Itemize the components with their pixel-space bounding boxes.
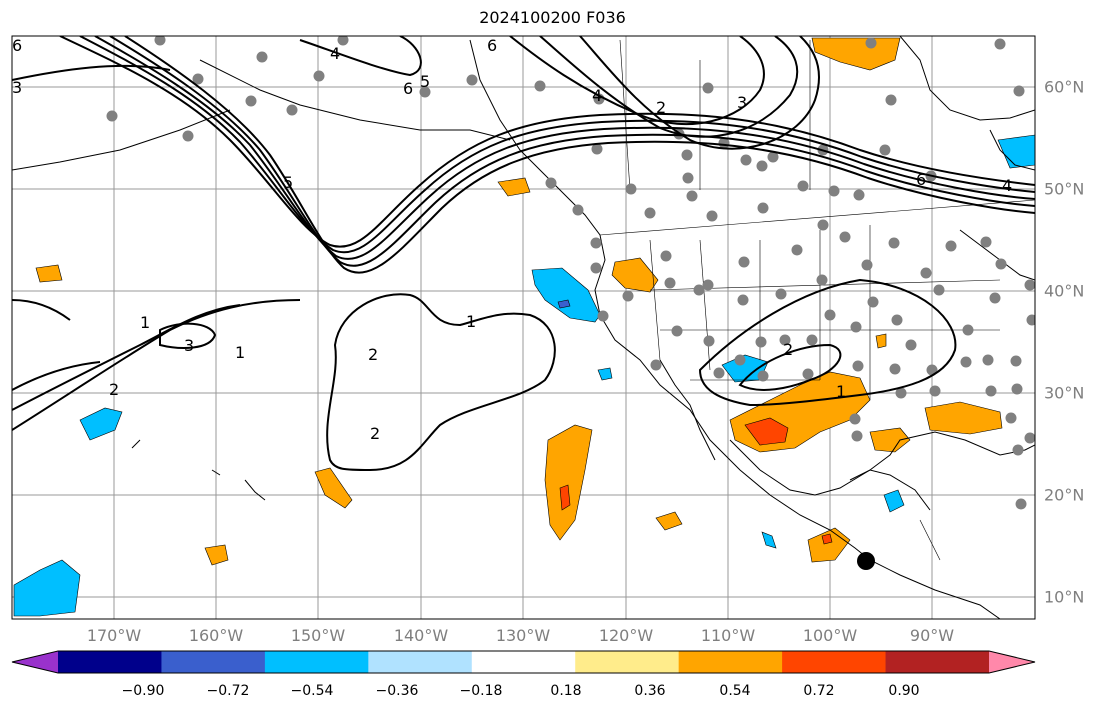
orange-patch-texas-small (875, 333, 887, 349)
map-title: 2024100200 F036 (479, 8, 626, 27)
colorbar-tick-label: 0.72 (803, 683, 835, 699)
lat-label: 10°N (1044, 587, 1085, 607)
lon-label: 120°W (598, 626, 654, 645)
lon-label: 130°W (495, 626, 551, 645)
orange-patch-alaska-north (811, 37, 901, 71)
contour-label: 2 (656, 98, 667, 117)
blue-patch-california (531, 267, 601, 323)
colorbar-tick-label: −0.18 (459, 683, 503, 699)
contour-label: 2 (370, 424, 381, 443)
lon-label: 170°W (86, 626, 142, 645)
colorbar-tick-label: −0.90 (121, 683, 165, 699)
colorbar-tick-label: −0.36 (375, 683, 419, 699)
colorbar (11, 650, 1036, 674)
colorbar-segment (575, 651, 680, 673)
contour-label: 2 (368, 345, 379, 364)
colorbar-tick-label: 0.90 (888, 683, 920, 699)
orange-patch-small-hawaii (204, 544, 229, 566)
orange-patch-south-mex (807, 527, 851, 563)
contour-label: 2 (783, 340, 794, 359)
lon-label: 140°W (393, 626, 449, 645)
colorbar-segment (264, 651, 369, 673)
red-patch-pacific-mex (559, 484, 571, 511)
orange-patch-west-mex (655, 511, 683, 531)
contour-label: 1 (235, 343, 246, 362)
lon-label: 100°W (802, 626, 858, 645)
contour-label: 5 (283, 173, 294, 192)
blue-patch-great-lakes (997, 134, 1035, 169)
colorbar-extend-low (12, 651, 58, 673)
contour-label: 2 (109, 380, 120, 399)
contour-label: 4 (1002, 176, 1013, 195)
contour-lines (12, 36, 1035, 472)
contour-label: 6 (487, 36, 498, 55)
map-border (11, 35, 1036, 620)
contour-label: 3 (737, 93, 748, 112)
lat-label: 20°N (1044, 485, 1085, 505)
orange-patch-pacific-nw (35, 264, 63, 283)
contour-label: 6 (916, 170, 927, 189)
orange-patch-hawaii (314, 467, 353, 509)
contour-label: 4 (330, 44, 341, 63)
colorbar-segment (782, 651, 887, 673)
lat-label: 40°N (1044, 281, 1085, 301)
contour-label: 4 (592, 86, 603, 105)
orange-patch-pacific-mex (544, 424, 593, 541)
contour-label: 3 (12, 78, 23, 97)
red-spot-south-mex (821, 533, 833, 545)
colorbar-tick-label: −0.72 (206, 683, 250, 699)
lat-label: 30°N (1044, 383, 1085, 403)
colorbar-outline (11, 650, 1036, 674)
lon-label: 160°W (188, 626, 244, 645)
blue-spot-mex-pacific (761, 531, 777, 549)
blue-patch-southwest-corner (13, 559, 81, 617)
colorbar-segment (58, 651, 162, 673)
colorbar-tick-label: 0.18 (550, 683, 582, 699)
orange-patch-gulf (869, 427, 911, 453)
contour-label: 1 (140, 313, 151, 332)
colorbar-segment (161, 651, 266, 673)
red-patch-texas (744, 417, 789, 446)
colorbar-tick-label: −0.54 (290, 683, 334, 699)
colorbar-segment (368, 651, 473, 673)
colorbar-segment (471, 651, 576, 673)
contour-label: 6 (403, 79, 414, 98)
lon-label: 150°W (290, 626, 346, 645)
contour-label: 3 (184, 336, 195, 355)
lon-label: 110°W (700, 626, 756, 645)
colorbar-tick-label: 0.36 (634, 683, 666, 699)
political-borders (599, 39, 1035, 561)
contour-label: 5 (420, 72, 431, 91)
orange-patch-nevada (611, 257, 659, 293)
blue-spot-baja (597, 367, 613, 381)
blue-patch-gulf-mexico (883, 489, 905, 513)
orange-patch-gulf-alaska (497, 177, 531, 197)
blue-patch-hawaii-n (79, 407, 123, 441)
graticule (12, 36, 1035, 619)
colorbar-segment (678, 651, 783, 673)
lat-label: 50°N (1044, 179, 1085, 199)
colorbar-segment (885, 651, 990, 673)
colorbar-extend-high (989, 651, 1035, 673)
contour-label: 1 (466, 312, 477, 331)
station-dots (106, 36, 1035, 510)
lon-label: 90°W (909, 626, 955, 645)
dark-blue-spot-california (557, 299, 571, 309)
contour-label: 1 (836, 382, 847, 401)
lat-label: 60°N (1044, 77, 1085, 97)
colorbar-tick-label: 0.54 (719, 683, 751, 699)
marker-dot (857, 552, 875, 570)
orange-patch-southeast (924, 401, 1003, 435)
contour-label: 6 (12, 36, 23, 55)
shaded-anomalies (13, 37, 1035, 617)
